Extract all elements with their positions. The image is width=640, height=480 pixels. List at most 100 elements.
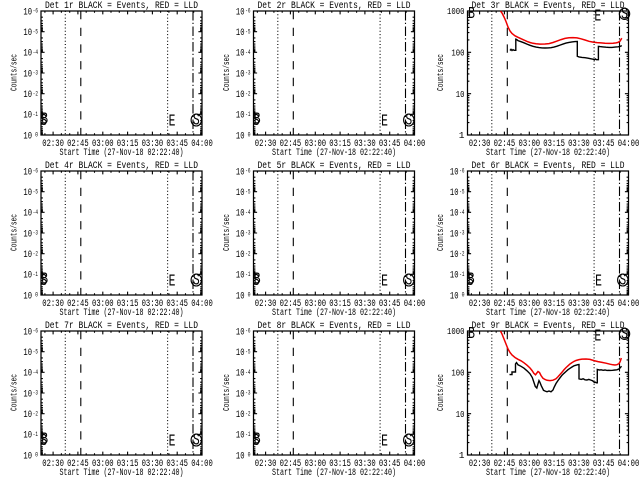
svg-text:03:15: 03:15 [117, 298, 139, 310]
svg-text:Det 8r BLACK = Events, RED = L: Det 8r BLACK = Events, RED = LLD [258, 320, 411, 332]
svg-text:10: 10 [236, 249, 245, 260]
svg-text:10: 10 [236, 409, 245, 420]
svg-text:-6: -6 [33, 328, 38, 335]
svg-text:-3: -3 [459, 230, 464, 237]
svg-text:03:30: 03:30 [354, 138, 376, 150]
svg-text:02:30: 02:30 [42, 298, 64, 310]
svg-text:03:45: 03:45 [593, 138, 615, 150]
svg-text:10: 10 [450, 290, 459, 301]
svg-text:B: B [41, 270, 48, 289]
svg-text:Start Time (27-Nov-18 02:22:40: Start Time (27-Nov-18 02:22:40) [486, 467, 610, 479]
svg-text:03:00: 03:00 [92, 298, 114, 310]
svg-text:10: 10 [236, 110, 245, 121]
svg-text:Det 3r BLACK = Events, RED = L: Det 3r BLACK = Events, RED = LLD [472, 0, 625, 12]
svg-text:-4: -4 [33, 209, 38, 216]
svg-text:02:45: 02:45 [280, 138, 302, 150]
svg-text:Start Time (27-Nov-18 02:22:40: Start Time (27-Nov-18 02:22:40) [272, 147, 396, 159]
svg-text:-2: -2 [245, 250, 250, 257]
svg-text:E: E [169, 112, 176, 131]
svg-text:02:30: 02:30 [255, 298, 277, 310]
svg-text:0: 0 [248, 292, 251, 299]
svg-text:10: 10 [236, 208, 245, 219]
svg-text:-4: -4 [245, 369, 250, 376]
svg-text:10: 10 [23, 228, 32, 239]
svg-text:0: 0 [248, 452, 251, 459]
svg-text:03:15: 03:15 [543, 298, 565, 310]
svg-text:E: E [594, 7, 601, 26]
svg-text:10: 10 [450, 208, 459, 219]
svg-text:10: 10 [456, 409, 465, 420]
svg-text:-3: -3 [33, 70, 38, 77]
svg-text:S: S [193, 431, 200, 450]
svg-text:0: 0 [248, 132, 251, 139]
svg-text:03:00: 03:00 [519, 298, 541, 310]
svg-text:03:30: 03:30 [568, 138, 590, 150]
svg-text:02:30: 02:30 [255, 458, 277, 470]
svg-text:S: S [621, 324, 628, 343]
svg-text:02:30: 02:30 [469, 298, 491, 310]
svg-text:10: 10 [236, 187, 245, 198]
svg-text:03:00: 03:00 [519, 458, 541, 470]
svg-text:02:45: 02:45 [494, 458, 516, 470]
svg-text:03:45: 03:45 [593, 458, 615, 470]
svg-text:04:00: 04:00 [404, 298, 426, 310]
svg-text:02:45: 02:45 [494, 138, 516, 150]
svg-text:10: 10 [236, 166, 245, 177]
svg-text:B: B [468, 324, 475, 343]
svg-text:-2: -2 [245, 410, 250, 417]
svg-text:03:15: 03:15 [329, 298, 351, 310]
svg-text:S: S [40, 271, 47, 290]
svg-text:10: 10 [236, 368, 245, 379]
svg-text:10: 10 [450, 187, 459, 198]
svg-text:S: S [193, 111, 200, 130]
svg-text:-6: -6 [33, 8, 38, 15]
svg-text:03:45: 03:45 [593, 298, 615, 310]
svg-text:Counts/sec: Counts/sec [222, 54, 232, 91]
svg-text:10: 10 [236, 228, 245, 239]
svg-text:Start Time (27-Nov-18 02:22:40: Start Time (27-Nov-18 02:22:40) [486, 147, 610, 159]
svg-text:E: E [169, 432, 176, 451]
svg-text:Start Time (27-Nov-18 02:22:40: Start Time (27-Nov-18 02:22:40) [272, 467, 396, 479]
svg-text:1: 1 [459, 450, 465, 461]
svg-text:S: S [621, 4, 628, 23]
svg-text:10: 10 [23, 187, 32, 198]
svg-text:10: 10 [236, 430, 245, 441]
svg-text:04:00: 04:00 [618, 458, 640, 470]
svg-text:B: B [254, 110, 261, 129]
svg-text:-5: -5 [459, 188, 464, 195]
svg-text:04:00: 04:00 [618, 298, 640, 310]
svg-text:-6: -6 [245, 8, 250, 15]
svg-text:10: 10 [23, 166, 32, 177]
svg-text:100: 100 [451, 48, 464, 59]
svg-text:S: S [467, 271, 474, 290]
svg-text:03:15: 03:15 [329, 138, 351, 150]
svg-text:02:30: 02:30 [469, 138, 491, 150]
svg-text:100: 100 [451, 368, 464, 379]
svg-text:10: 10 [23, 27, 32, 38]
svg-text:-2: -2 [33, 410, 38, 417]
svg-text:-4: -4 [459, 209, 464, 216]
svg-text:10: 10 [23, 130, 32, 141]
svg-text:-1: -1 [245, 111, 250, 118]
svg-text:03:45: 03:45 [379, 138, 401, 150]
svg-text:03:15: 03:15 [329, 458, 351, 470]
svg-text:04:00: 04:00 [404, 138, 426, 150]
svg-text:02:45: 02:45 [280, 458, 302, 470]
svg-text:-1: -1 [459, 271, 464, 278]
svg-text:10: 10 [450, 166, 459, 177]
svg-text:03:15: 03:15 [543, 458, 565, 470]
svg-text:10: 10 [23, 430, 32, 441]
svg-text:B: B [468, 270, 475, 289]
svg-text:Det 9r BLACK = Events, RED = L: Det 9r BLACK = Events, RED = LLD [472, 320, 625, 332]
svg-text:02:30: 02:30 [42, 138, 64, 150]
svg-text:04:00: 04:00 [191, 298, 213, 310]
svg-text:-3: -3 [245, 70, 250, 77]
svg-text:02:30: 02:30 [469, 458, 491, 470]
svg-text:-2: -2 [33, 90, 38, 97]
svg-text:Det 2r BLACK = Events, RED = L: Det 2r BLACK = Events, RED = LLD [258, 0, 411, 12]
svg-text:0: 0 [462, 292, 465, 299]
svg-text:03:00: 03:00 [92, 138, 114, 150]
svg-text:10: 10 [236, 270, 245, 281]
svg-text:0: 0 [35, 452, 38, 459]
svg-text:-5: -5 [245, 28, 250, 35]
